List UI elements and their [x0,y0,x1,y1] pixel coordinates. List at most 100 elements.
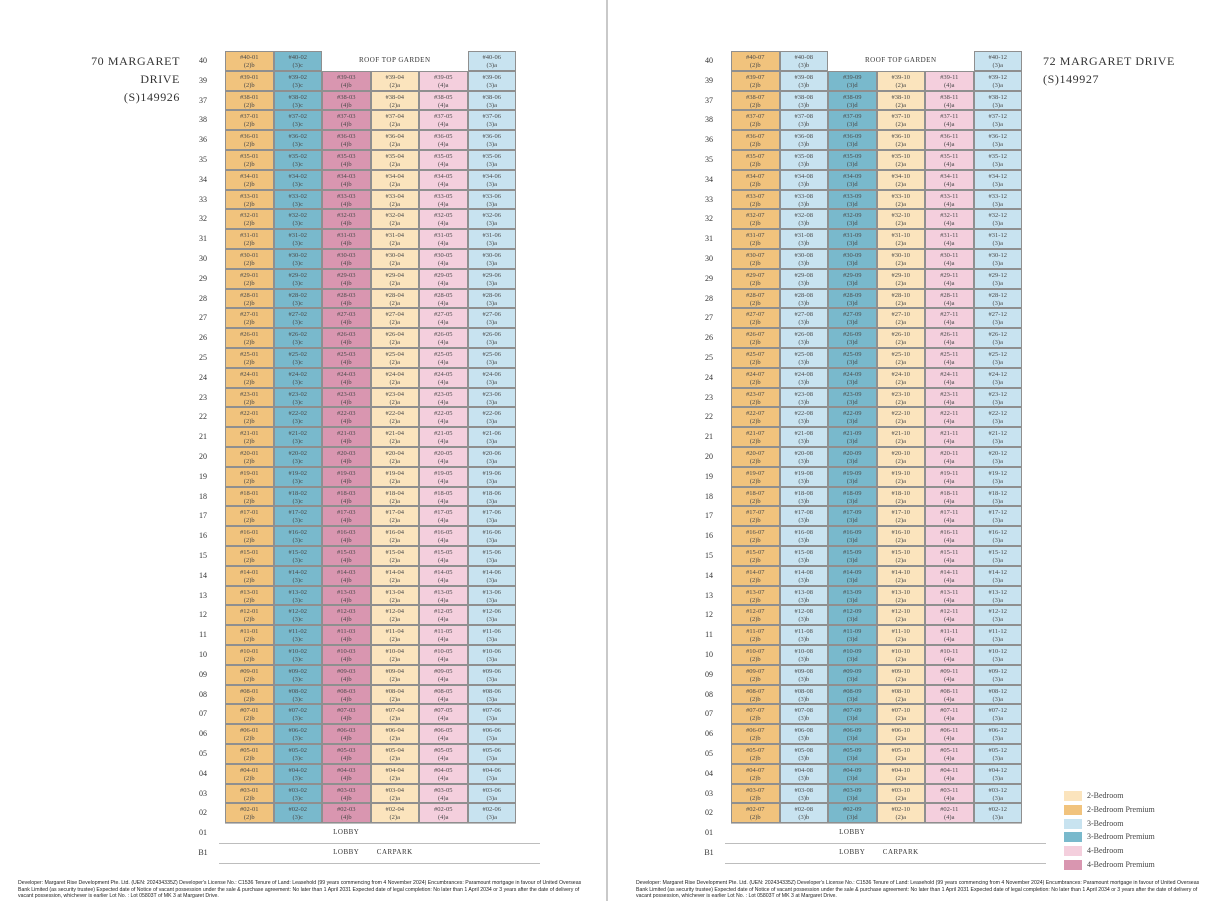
floor-label: B1 [704,848,714,857]
floor-label: 18 [199,491,207,501]
unit-number: #39-04 [385,73,404,81]
unit-cell: #36-06 (3)a [467,130,516,150]
unit-type: (3)a [992,656,1003,663]
unit-number: #06-08 [794,727,813,735]
floor-label: 32 [705,214,713,224]
unit-cell: #40-02 (3)c [273,51,322,71]
unit-type: (2)b [243,200,255,208]
floor-label: 24 [199,372,207,382]
unit-type: (3)c [292,299,303,307]
unit-number: #30-11 [940,252,959,259]
unit-type: (3)b [798,774,810,782]
unit-type: (2)a [389,537,400,545]
unit-cell: #32-11 (4)a [925,209,974,230]
unit-cell: #22-11 (4)a [925,407,974,428]
unit-cell: #21-09 (3)d [828,427,877,447]
unit-number: #27-06 [482,311,501,319]
unit-type: (3)c [292,774,303,782]
unit-number: #38-05 [434,93,453,101]
unit-type: (2)b [749,141,761,149]
unit-type: (4)a [944,121,955,129]
unit-number: #18-07 [746,489,765,497]
unit-cell: #13-08 (3)b [779,585,828,606]
unit-type: (2)a [389,735,400,743]
unit-number: #12-11 [940,608,959,616]
unit-type: (3)a [992,794,1003,802]
unit-cell: #06-12 (3)a [973,724,1022,744]
floor-label: 01 [199,828,207,838]
unit-cell: #24-03 (4)b [322,367,371,388]
unit-number: #05-05 [434,747,453,754]
unit-type: (3)a [992,596,1003,604]
carpark-label: CARPARK [376,848,413,856]
unit-cell: #26-04 (2)a [370,328,419,348]
unit-cell: #28-12 (3)a [973,288,1022,309]
unit-type: (2)a [389,576,400,584]
unit-cell: #31-05 (4)a [419,229,468,249]
unit-number: #20-03 [337,450,356,457]
unit-cell: #38-09 (3)d [828,90,877,111]
unit-type: (2)a [389,557,400,564]
unit-cell: #04-11 (4)a [925,763,974,784]
unit-cell: #37-05 (4)a [419,110,468,131]
unit-cell: #32-08 (3)b [779,209,828,230]
unit-number: #20-04 [385,450,404,457]
unit-cell: #13-04 (2)a [370,585,419,606]
unit-type: (2)b [749,220,761,228]
unit-number: #31-03 [337,232,356,240]
unit-cell: #16-10 (2)a [876,526,925,546]
unit-type: (4)a [438,180,449,188]
divider-line [725,843,1046,844]
unit-cell: #05-07 (2)b [731,744,780,764]
unit-number: #25-05 [434,351,453,358]
unit-type: (4)a [944,774,955,782]
unit-type: (3)b [798,299,810,307]
unit-number: #20-11 [940,450,959,457]
unit-number: #35-09 [843,153,862,160]
unit-type: (3)c [292,557,303,564]
unit-type: (3)a [992,260,1003,267]
unit-number: #25-11 [940,351,959,358]
unit-type: (2)b [749,497,761,505]
unit-cell: #29-04 (2)a [370,268,419,289]
unit-cell: #04-02 (3)c [273,763,322,784]
unit-number: #03-05 [434,786,453,794]
unit-type: (3)a [992,180,1003,188]
unit-number: #37-05 [434,113,453,121]
unit-cell: #37-10 (2)a [876,110,925,131]
unit-number: #35-12 [988,153,1007,160]
unit-type: (3)a [992,458,1003,465]
unit-cell: #12-02 (3)c [273,605,322,626]
unit-type: (2)a [389,695,400,703]
unit-cell: #05-01 (2)b [225,744,274,764]
unit-type: (4)a [944,378,955,386]
unit-number: #04-05 [434,766,453,774]
unit-cell: #26-02 (3)c [273,328,322,348]
unit-type: (2)a [895,260,906,267]
unit-type: (2)a [895,477,906,485]
unit-number: #19-04 [385,469,404,477]
divider-line [225,823,516,825]
unit-type: (3)c [292,418,303,426]
unit-cell: #32-04 (2)a [370,209,419,230]
unit-cell: #02-09 (3)d [828,803,877,824]
unit-cell: #39-07 (2)b [731,70,780,91]
unit-type: (3)a [486,260,497,267]
unit-type: (3)a [486,636,497,644]
unit-cell: #37-04 (2)a [370,110,419,131]
unit-number: #39-09 [843,73,862,81]
unit-number: #12-10 [891,608,910,616]
unit-type: (3)a [992,101,1003,109]
unit-type: (4)b [340,180,352,188]
unit-type: (3)d [846,101,858,109]
unit-cell: #32-06 (3)a [467,209,516,230]
unit-type: (3)c [292,398,303,406]
unit-type: (3)b [798,794,810,802]
unit-cell: #02-01 (2)b [225,803,274,824]
unit-number: #39-06 [482,73,501,81]
unit-cell: #15-09 (3)d [828,546,877,566]
unit-number: #36-03 [337,133,356,141]
unit-number: #09-11 [940,667,959,675]
unit-type: (3)d [846,180,858,188]
unit-type: (2)b [243,477,255,485]
